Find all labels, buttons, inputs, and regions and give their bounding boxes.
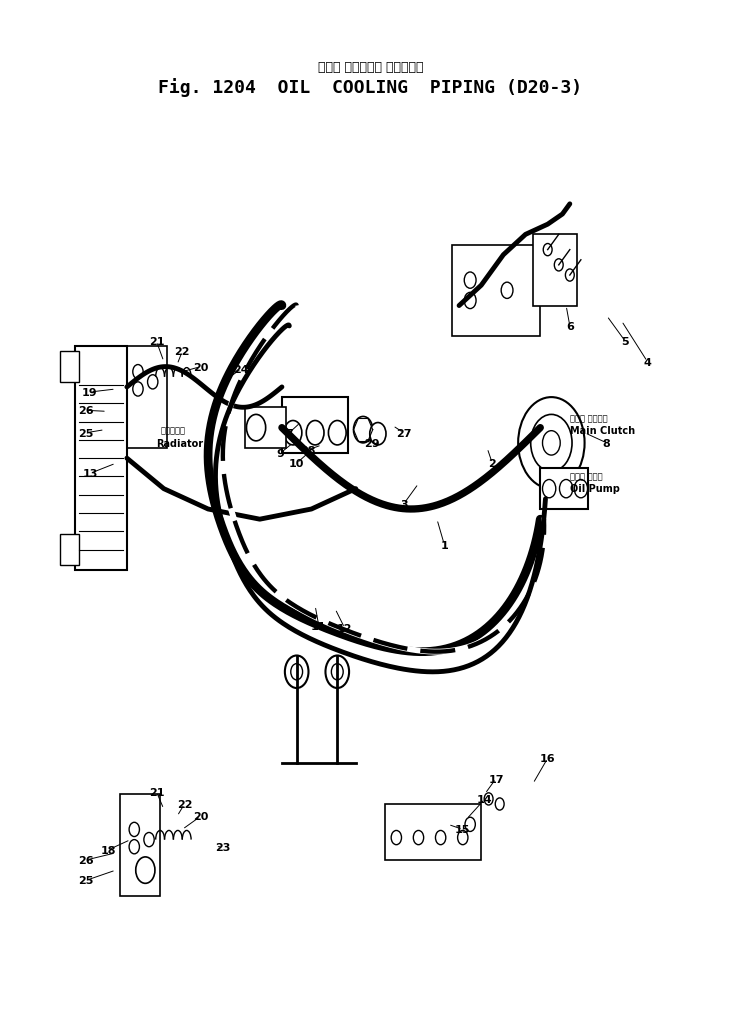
Circle shape — [328, 421, 346, 445]
Text: 17: 17 — [488, 773, 504, 784]
Text: Oil Pump: Oil Pump — [570, 483, 619, 493]
FancyBboxPatch shape — [245, 408, 285, 448]
Circle shape — [284, 421, 302, 445]
Text: 16: 16 — [540, 753, 556, 763]
Circle shape — [531, 415, 572, 472]
Circle shape — [465, 293, 476, 310]
Circle shape — [543, 245, 552, 257]
Text: 7: 7 — [285, 428, 293, 438]
Circle shape — [458, 830, 468, 845]
Text: オイル ポンプ: オイル ポンプ — [570, 472, 602, 481]
FancyBboxPatch shape — [540, 469, 588, 510]
FancyBboxPatch shape — [282, 397, 348, 453]
Circle shape — [247, 415, 266, 441]
Text: オイル クーリング パイピング: オイル クーリング パイピング — [318, 61, 423, 74]
Text: 24: 24 — [233, 364, 249, 374]
Text: 29: 29 — [364, 438, 380, 448]
Text: 12: 12 — [337, 624, 353, 634]
Circle shape — [501, 283, 513, 300]
Circle shape — [370, 423, 386, 445]
Text: 3: 3 — [400, 499, 408, 510]
Text: Fig. 1204  OIL  COOLING  PIPING (D20-3): Fig. 1204 OIL COOLING PIPING (D20-3) — [159, 78, 582, 97]
Circle shape — [559, 480, 573, 498]
Text: 18: 18 — [101, 845, 116, 855]
Text: Main Clutch: Main Clutch — [570, 425, 635, 435]
Text: 8: 8 — [603, 438, 611, 448]
Text: 26: 26 — [79, 855, 94, 865]
Circle shape — [285, 656, 308, 689]
Text: 22: 22 — [174, 347, 190, 357]
Circle shape — [542, 480, 556, 498]
Circle shape — [436, 830, 446, 845]
Circle shape — [136, 857, 155, 883]
FancyBboxPatch shape — [75, 346, 127, 571]
Text: 23: 23 — [215, 842, 230, 852]
Circle shape — [129, 822, 139, 837]
Text: 20: 20 — [193, 362, 208, 372]
Text: 11: 11 — [311, 622, 327, 632]
Text: 2: 2 — [488, 459, 496, 469]
Circle shape — [144, 833, 154, 847]
Circle shape — [565, 270, 574, 282]
Circle shape — [133, 365, 143, 379]
Text: 10: 10 — [289, 459, 305, 469]
Circle shape — [306, 421, 324, 445]
FancyBboxPatch shape — [533, 235, 577, 307]
Text: 6: 6 — [566, 322, 574, 331]
Circle shape — [465, 273, 476, 289]
Circle shape — [484, 793, 493, 805]
Text: 14: 14 — [477, 794, 493, 804]
Text: 22: 22 — [176, 799, 192, 809]
FancyBboxPatch shape — [127, 346, 167, 448]
Text: 26: 26 — [79, 406, 94, 416]
FancyBboxPatch shape — [119, 794, 160, 896]
Text: 9: 9 — [276, 448, 285, 459]
Text: 20: 20 — [193, 811, 208, 821]
Text: 21: 21 — [149, 787, 165, 797]
Text: ラジエータ: ラジエータ — [160, 426, 185, 435]
Circle shape — [554, 260, 563, 272]
FancyBboxPatch shape — [61, 352, 79, 382]
Circle shape — [391, 830, 402, 845]
Circle shape — [518, 397, 585, 489]
Text: 25: 25 — [79, 875, 94, 886]
Circle shape — [133, 382, 143, 396]
Text: 15: 15 — [455, 824, 471, 835]
Text: 4: 4 — [643, 357, 651, 367]
FancyBboxPatch shape — [452, 246, 540, 336]
Circle shape — [147, 375, 158, 389]
Text: 19: 19 — [82, 387, 98, 397]
Text: 27: 27 — [396, 428, 411, 438]
Circle shape — [495, 798, 504, 810]
Circle shape — [290, 664, 302, 681]
Circle shape — [542, 431, 560, 455]
Circle shape — [129, 840, 139, 854]
Text: 21: 21 — [149, 337, 165, 346]
Circle shape — [325, 656, 349, 689]
Circle shape — [331, 664, 343, 681]
Text: 28: 28 — [300, 445, 316, 455]
Text: 13: 13 — [82, 469, 98, 479]
Circle shape — [413, 830, 424, 845]
Text: 25: 25 — [79, 428, 94, 438]
Text: メイン クラッチ: メイン クラッチ — [570, 414, 608, 423]
FancyBboxPatch shape — [385, 804, 481, 860]
Circle shape — [353, 417, 373, 443]
Circle shape — [574, 480, 588, 498]
Text: 5: 5 — [622, 337, 629, 346]
Text: 1: 1 — [440, 540, 448, 550]
Text: Radiator: Radiator — [156, 438, 204, 448]
Circle shape — [465, 817, 475, 832]
FancyBboxPatch shape — [61, 535, 79, 566]
